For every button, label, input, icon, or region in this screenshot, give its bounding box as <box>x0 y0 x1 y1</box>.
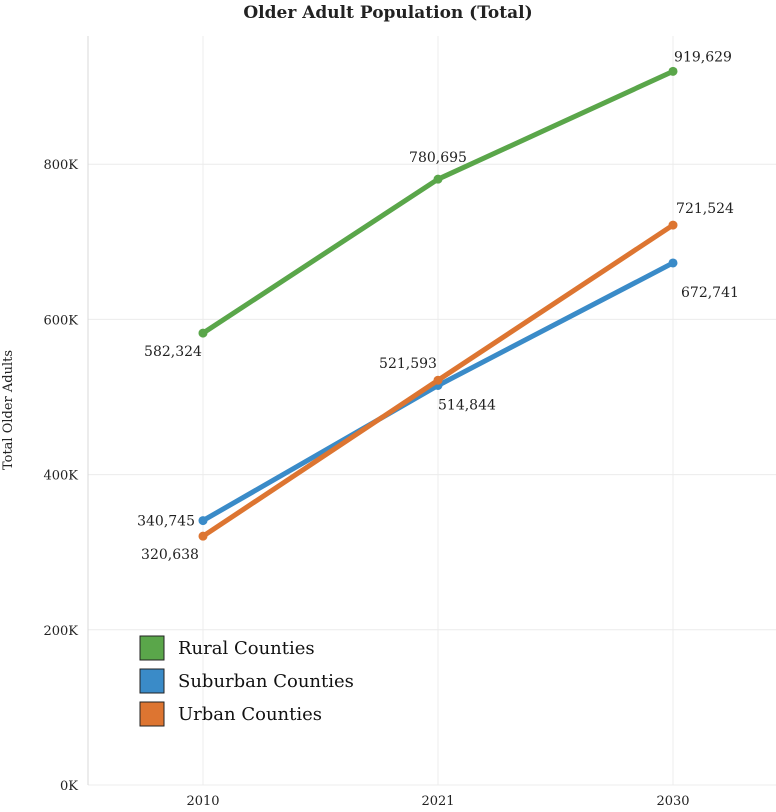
rural-counties-data-label: 919,629 <box>674 49 732 65</box>
urban-counties-point <box>433 375 443 385</box>
suburban-counties-data-label: 340,745 <box>137 514 195 530</box>
suburban-counties-legend-label: Suburban Counties <box>178 671 354 692</box>
rural-counties-point <box>433 174 443 184</box>
suburban-counties-data-label: 672,741 <box>681 285 739 301</box>
rural-counties-legend-swatch <box>139 635 165 661</box>
legend: Rural Counties Suburban Counties Urban Cou… <box>139 635 354 727</box>
urban-counties-legend-swatch <box>139 701 165 727</box>
urban-counties-data-label: 521,593 <box>379 356 437 372</box>
series-lines <box>198 66 678 541</box>
chart-title: Older Adult Population (Total) <box>243 3 532 23</box>
x-tick-label: 2030 <box>656 794 689 809</box>
rural-counties-data-label: 582,324 <box>144 344 202 360</box>
x-tick-label: 2021 <box>421 794 454 809</box>
suburban-counties-point <box>668 258 678 268</box>
grid-lines <box>87 36 776 786</box>
urban-counties-legend-label: Urban Counties <box>178 704 322 725</box>
y-axis-label: Total Older Adults <box>1 350 16 470</box>
y-tick-label: 0K <box>60 779 78 794</box>
y-axis-ticks: 0K 200K 400K 600K 800K <box>43 158 78 794</box>
y-tick-label: 800K <box>43 158 78 173</box>
y-tick-label: 600K <box>43 313 78 328</box>
x-tick-label: 2010 <box>186 794 219 809</box>
urban-counties-data-label: 721,524 <box>676 201 734 217</box>
y-tick-label: 400K <box>43 469 78 484</box>
x-axis-ticks: 2010 2021 2030 <box>186 794 689 809</box>
y-tick-label: 200K <box>43 624 78 639</box>
rural-counties-data-label: 780,695 <box>409 150 467 166</box>
suburban-counties-legend-swatch <box>139 668 165 694</box>
rural-counties-legend-label: Rural Counties <box>178 638 315 659</box>
data-labels: 582,324 780,695 919,629 340,745 514,844 672,7… <box>137 49 739 563</box>
urban-counties-point <box>198 531 208 541</box>
suburban-counties-data-label: 514,844 <box>438 397 496 413</box>
rural-counties-point <box>668 66 678 76</box>
urban-counties-data-label: 320,638 <box>141 547 199 563</box>
suburban-counties-point <box>198 516 208 526</box>
urban-counties-point <box>668 220 678 230</box>
rural-counties-point <box>198 328 208 338</box>
